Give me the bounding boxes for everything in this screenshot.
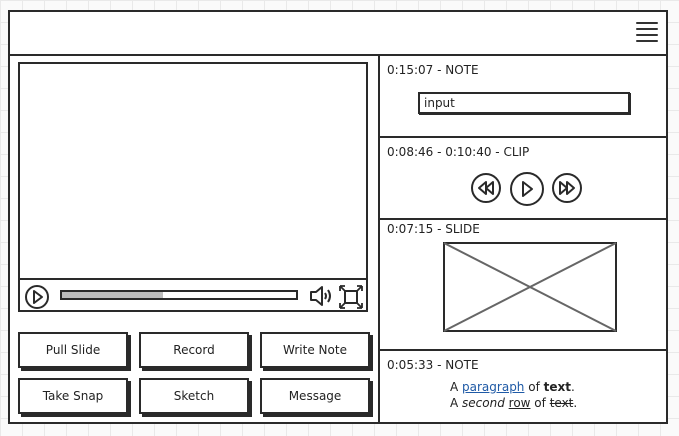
italic-text: second [462, 396, 505, 410]
text-span: A [450, 396, 463, 410]
app-header [10, 12, 666, 56]
take-snap-button[interactable]: Take Snap [18, 378, 128, 414]
play-icon[interactable] [509, 172, 545, 208]
text-span: of [530, 396, 550, 410]
play-icon[interactable] [24, 284, 50, 310]
image-placeholder-icon[interactable] [443, 242, 617, 332]
video-area[interactable] [20, 64, 366, 280]
text-span: A [450, 380, 463, 394]
fullscreen-icon[interactable] [338, 284, 364, 310]
hamburger-icon[interactable] [636, 20, 658, 46]
paragraph-link[interactable]: paragraph [462, 380, 525, 394]
clip-entry-title: 0:08:46 - 0:10:40 - CLIP [387, 145, 530, 159]
entry-divider [380, 218, 666, 220]
volume-icon[interactable] [308, 284, 334, 308]
record-button[interactable]: Record [139, 332, 249, 368]
rewind-icon[interactable] [470, 172, 502, 204]
note-entry-title: 0:05:33 - NOTE [387, 358, 479, 372]
progress-bar[interactable] [60, 290, 298, 300]
sketch-button[interactable]: Sketch [139, 378, 249, 414]
progress-fill [62, 292, 163, 298]
write-note-button[interactable]: Write Note [260, 332, 370, 368]
text-span: . [573, 396, 578, 410]
video-player [18, 62, 368, 312]
note-text-line-2: A second row of text. [450, 396, 577, 410]
message-button[interactable]: Message [260, 378, 370, 414]
text-span: . [570, 380, 575, 394]
panel-divider [378, 54, 380, 422]
text-span: of [524, 380, 544, 394]
entry-divider [380, 349, 666, 351]
slide-entry-title: 0:07:15 - SLIDE [387, 222, 480, 236]
strikethrough-text: text [549, 396, 574, 410]
wireframe-window: Pull Slide Record Write Note Take Snap S… [8, 10, 668, 424]
entry-divider [380, 136, 666, 138]
underlined-text: row [508, 396, 531, 410]
bold-text: text [543, 380, 571, 394]
note-text-line-1: A paragraph of text. [450, 380, 575, 394]
pull-slide-button[interactable]: Pull Slide [18, 332, 128, 368]
note-input[interactable]: input [418, 92, 630, 114]
fast-forward-icon[interactable] [551, 172, 583, 204]
note-entry-title: 0:15:07 - NOTE [387, 63, 479, 77]
